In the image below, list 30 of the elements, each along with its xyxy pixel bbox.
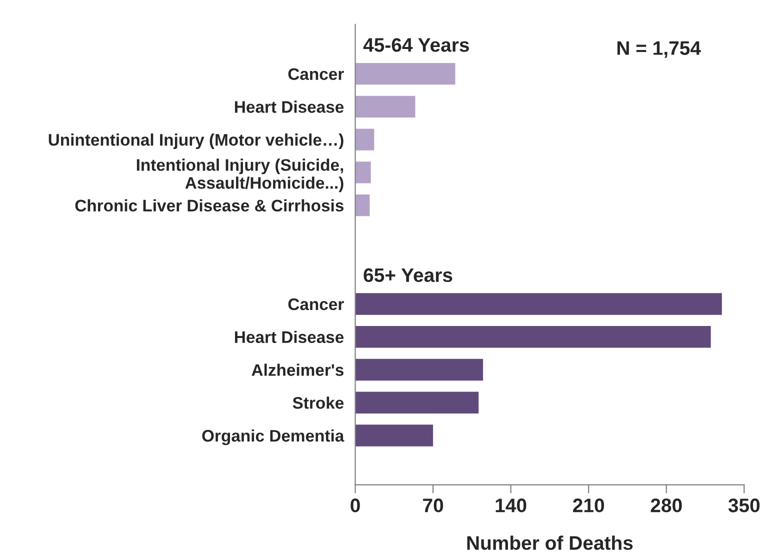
x-tick-label: 280 [650, 498, 682, 512]
x-tick-label: 210 [573, 498, 604, 512]
bar [355, 358, 484, 381]
y-tick-label: Chronic Liver Disease & Cirrhosis [75, 199, 344, 212]
bar [355, 392, 479, 414]
annotation: 65+ Years [364, 268, 452, 282]
x-axis-title: Number of Deaths [467, 536, 633, 550]
y-tick-label: Organic Dementia [202, 429, 344, 446]
y-tick-label: Heart Disease [235, 100, 344, 113]
bar [355, 128, 374, 150]
y-tick-label: Alzheimer's [252, 364, 344, 376]
x-tick-label: 140 [496, 498, 526, 512]
y-tick-label: Cancer [288, 298, 344, 310]
bar [355, 62, 456, 85]
x-tick-label: 70 [423, 498, 444, 512]
y-tick-label: Cancer [288, 68, 344, 80]
bar [355, 162, 371, 184]
bar [355, 96, 416, 118]
bar [355, 326, 711, 348]
x-tick-label: 350 [728, 498, 760, 512]
y-tick-label: Heart Disease [235, 330, 344, 344]
y-tick-label: Stroke [292, 396, 344, 409]
x-tick-label: 0 [350, 498, 360, 512]
y-tick-label: Intentional Injury (Suicide, Assault/Homicide...) [136, 158, 344, 192]
y-tick-label: Unintentional Injury (Motor vehicle…) [48, 134, 344, 150]
bar [355, 424, 434, 446]
annotation: 45-64 Years [363, 38, 469, 52]
annotation: N = 1,754 [617, 41, 701, 58]
bar [355, 293, 722, 315]
bar [355, 194, 370, 216]
